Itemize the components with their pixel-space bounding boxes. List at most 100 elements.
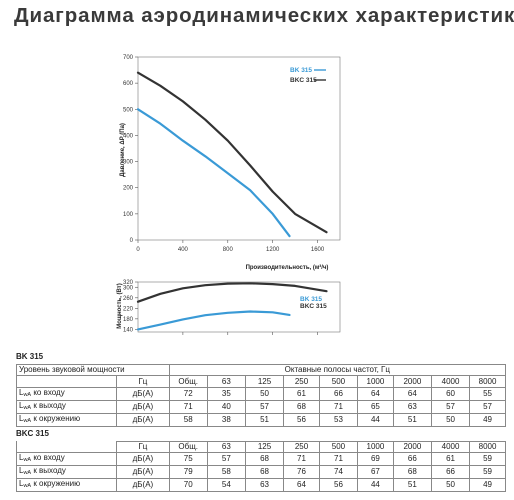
bkc315-cell: 66 <box>430 465 471 480</box>
bkc315-cell: 76 <box>283 465 320 480</box>
pressure-x-tick-label: 800 <box>223 247 234 253</box>
power-y-tick-label: 180 <box>123 317 134 323</box>
lwa-prefix: L <box>19 479 24 489</box>
bkc315-cell: 61 <box>430 452 471 467</box>
pressure-x-tick-label: 1200 <box>266 247 280 253</box>
pressure-chart: Давление, ΔP (Па) Производительность, (м… <box>120 55 341 271</box>
bk315-cell: 64 <box>392 386 432 401</box>
bkc315-cell: 66 <box>392 452 432 467</box>
bkc315-cell: 68 <box>244 465 285 480</box>
bk315-columns-row: Гц Общ. 63 125 250 500 1000 2000 4000 8000 <box>15 375 506 388</box>
power-y-label: Мощность, (Вт) <box>117 283 123 328</box>
bk315-row-label: LwA ко входу <box>15 386 118 401</box>
power-series-line-bk315 <box>136 310 291 331</box>
bkc315-title: BKC 315 <box>16 428 49 438</box>
bkc315-cell: 59 <box>469 452 506 467</box>
pressure-x-tick-label: 0 <box>136 247 140 253</box>
bk315-row-label: LwA к выходу <box>15 399 118 414</box>
bk315-row-label-text: к выходу <box>33 400 66 410</box>
bkc315-row-label: LwA ко входу <box>15 452 118 467</box>
bkc315-col-header: 63 <box>206 440 246 454</box>
bk315-cell: 50 <box>430 412 471 427</box>
bkc315-row: LwA к окружению дБ(А) 70 54 63 64 56 44 51 50 49 <box>15 478 506 493</box>
bkc315-cell: 74 <box>318 465 359 480</box>
bk315-cell: 40 <box>206 399 246 414</box>
bkc315-row-label: LwA к окружению <box>15 478 118 493</box>
bkc315-cell: 51 <box>392 478 432 493</box>
bk315-row-label-text: ко входу <box>33 387 65 397</box>
bk315-row: LwA к окружению дБ(А) 58 38 51 56 53 44 51 50 49 <box>15 412 506 427</box>
bk315-cell: 72 <box>168 386 208 401</box>
lwa-prefix: L <box>19 466 24 476</box>
pressure-y-tick-label: 200 <box>123 186 134 192</box>
power-y-tick-label: 320 <box>123 280 134 286</box>
bkc315-row-label-text: к окружению <box>33 479 81 489</box>
bkc315-cell: 63 <box>244 478 285 493</box>
bk315-cell: 71 <box>168 399 208 414</box>
bk315-unit-hz: Гц <box>116 375 170 388</box>
pressure-y-tick-label: 400 <box>123 133 134 139</box>
bk315-cell: 66 <box>318 386 359 401</box>
lwa-prefix: L <box>19 400 24 410</box>
bkc315-cell: 54 <box>206 478 246 493</box>
bkc315-table: Гц Общ. 63 125 250 500 1000 2000 4000 8000 LwA к… <box>15 440 506 493</box>
lwa-prefix-sub: wA <box>23 457 32 464</box>
bk315-cell: 68 <box>283 399 320 414</box>
bkc315-row-label-text: ко входу <box>33 453 65 463</box>
sound-tables: BK 315 Уровень звуковой мощности Октавны… <box>15 350 507 493</box>
bk315-cell: 65 <box>357 399 394 414</box>
bk315-row-unit: дБ(А) <box>116 412 170 427</box>
bk315-cell: 51 <box>392 412 432 427</box>
bk315-cell: 61 <box>283 386 320 401</box>
bkc315-col-header: 250 <box>283 440 320 454</box>
pressure-y-tick-label: 300 <box>123 160 134 166</box>
bk315-cell: 51 <box>244 412 285 427</box>
bkc315-row-label-text: к выходу <box>33 466 66 476</box>
pressure-series-line-bk315 <box>136 108 291 238</box>
bk315-col-header: 500 <box>318 375 359 388</box>
bk315-cell: 50 <box>244 386 285 401</box>
power-y-tick-label: 220 <box>123 306 134 312</box>
bkc315-cell: 71 <box>283 452 320 467</box>
bk315-col-header: 125 <box>244 375 285 388</box>
bk315-cell: 57 <box>430 399 471 414</box>
bk315-cell: 49 <box>469 412 506 427</box>
power-legend-bk315: BK 315 <box>300 296 322 303</box>
bkc315-cell: 57 <box>206 452 246 467</box>
bk315-col-header: 63 <box>206 375 246 388</box>
pressure-plot-frame <box>137 56 341 241</box>
bk315-header-right: Октавные полосы частот, Гц <box>168 363 507 377</box>
bkc315-col-header: 125 <box>244 440 285 454</box>
bk315-cell: 60 <box>430 386 471 401</box>
power-legend-bkc315: BKC 315 <box>300 303 327 310</box>
pressure-y-tick-label: 600 <box>123 81 134 87</box>
bkc315-row-label: LwA к выходу <box>15 465 118 480</box>
bk315-cell: 56 <box>283 412 320 427</box>
pressure-y-tick-label: 700 <box>123 55 134 61</box>
power-series-line-bkc315 <box>136 282 328 303</box>
bkc315-row-unit: дБ(А) <box>116 452 170 467</box>
pressure-y-tick-label: 500 <box>123 107 134 113</box>
bk315-row: LwA к выходу дБ(А) 71 40 57 68 71 65 63 57 57 <box>15 399 506 414</box>
bkc315-cell: 67 <box>357 465 394 480</box>
lwa-prefix-sub: wA <box>23 404 32 411</box>
bk315-cell: 64 <box>357 386 394 401</box>
power-plot-frame <box>137 281 341 333</box>
page-title: Диаграмма аэродинамических характеристик <box>14 4 514 27</box>
power-y-tick-label: 260 <box>123 296 134 302</box>
bkc315-cell: 56 <box>318 478 359 493</box>
bk315-cell: 57 <box>469 399 506 414</box>
bkc315-cell: 75 <box>168 452 208 467</box>
bk315-table: Уровень звуковой мощности Октавные полос… <box>15 363 507 427</box>
bkc315-cell: 50 <box>430 478 471 493</box>
pressure-legend-bkc315: BKC 315 <box>290 77 317 84</box>
pressure-x-tick-label: 1600 <box>311 247 325 253</box>
bk315-row-unit: дБ(А) <box>116 399 170 414</box>
bk315-cell: 53 <box>318 412 359 427</box>
pressure-y-label: Давление, ΔP (Па) <box>120 123 126 177</box>
bkc315-row-unit: дБ(А) <box>116 478 170 493</box>
bkc315-row-unit: дБ(А) <box>116 465 170 480</box>
bk315-cell: 35 <box>206 386 246 401</box>
pressure-series-line-bkc315 <box>136 71 328 234</box>
